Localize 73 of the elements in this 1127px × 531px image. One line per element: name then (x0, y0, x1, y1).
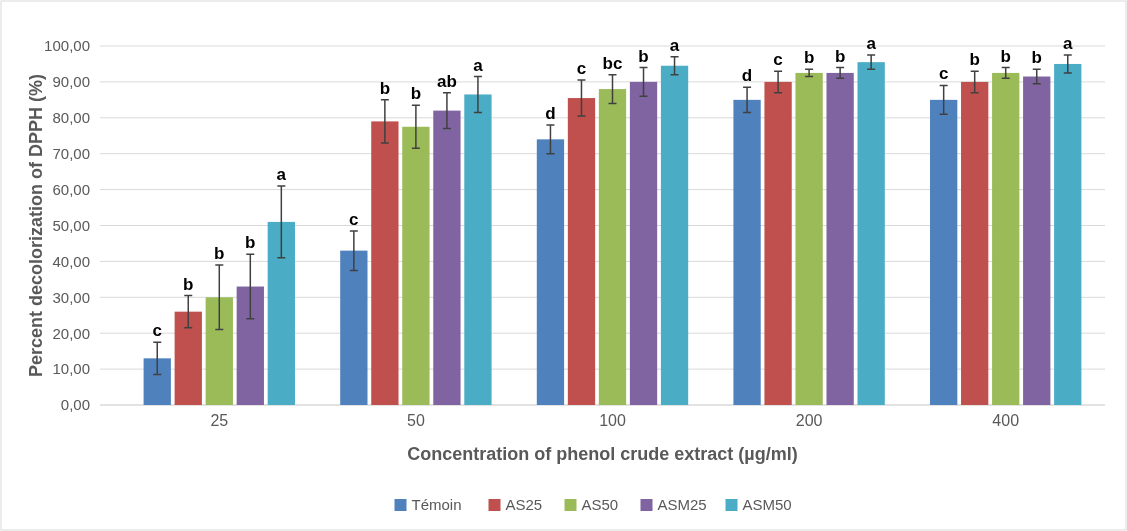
annotation: c (938, 64, 949, 84)
annotation: d (545, 103, 556, 123)
y-tick-label: 70,00 (52, 145, 90, 162)
bar (174, 311, 202, 405)
legend-label: ASM25 (657, 496, 707, 513)
y-tick-label: 50,00 (52, 216, 90, 234)
bar (205, 297, 233, 405)
annotation: d (741, 66, 753, 86)
bar (660, 65, 689, 405)
y-tick-label: 40,00 (52, 252, 90, 270)
legend-label: AS50 (581, 496, 619, 513)
annotation: a (866, 33, 877, 53)
bar (567, 98, 596, 405)
bar (340, 250, 368, 405)
y-tick-label: 100,00 (44, 37, 90, 55)
annotation: a (669, 35, 680, 55)
bar (1054, 63, 1082, 405)
legend-label: Témoin (411, 496, 462, 513)
annotation: ab (436, 71, 457, 91)
y-tick-label: 30,00 (52, 288, 90, 306)
x-axis-title: Concentration of phenol crude extract (µg/ml) (407, 444, 798, 464)
y-tick-label: 80,00 (52, 109, 90, 127)
y-tick-label: 0,00 (60, 396, 90, 414)
x-tick-label: 100 (599, 412, 626, 430)
legend-label: AS25 (505, 496, 543, 513)
y-tick-label: 90,00 (52, 73, 90, 91)
annotation: c (349, 209, 359, 229)
bar (826, 72, 854, 405)
annotation: b (969, 50, 980, 70)
annotation: c (576, 59, 587, 79)
y-tick-label: 60,00 (52, 180, 90, 198)
bar (402, 126, 430, 405)
annotation: b (1000, 46, 1011, 66)
bar (1023, 76, 1051, 405)
bar (992, 72, 1020, 405)
x-tick-label: 400 (992, 412, 1020, 430)
annotation: b (638, 46, 649, 66)
bar (857, 62, 885, 405)
x-tick-label: 25 (210, 412, 229, 430)
annotation: b (214, 243, 225, 263)
annotation: b (1031, 48, 1042, 68)
annotation: a (1063, 33, 1074, 53)
bar (598, 89, 627, 405)
annotation: c (152, 321, 162, 341)
bar (236, 286, 264, 405)
bar (930, 99, 958, 405)
annotation: b (183, 274, 194, 294)
annotation: a (276, 165, 287, 185)
y-tick-label: 10,00 (52, 360, 90, 378)
annotation: bc (602, 53, 623, 73)
annotation: b (803, 48, 815, 68)
bar (764, 81, 792, 405)
bar (267, 221, 295, 405)
annotation: b (245, 233, 256, 253)
annotation: b (410, 84, 422, 104)
x-tick-label: 200 (795, 412, 823, 430)
bar (536, 139, 565, 405)
bar (371, 121, 399, 405)
y-axis-title: Percent decolorization of DPPH (%) (26, 73, 46, 378)
annotation: b (834, 46, 846, 66)
y-tick-label: 20,00 (52, 324, 90, 342)
bar (733, 99, 761, 405)
bar (433, 110, 461, 405)
bar (464, 94, 492, 405)
annotation: b (379, 78, 391, 98)
x-tick-label: 50 (406, 412, 425, 430)
annotation: c (773, 50, 783, 70)
bar (143, 358, 171, 405)
bar (795, 72, 823, 405)
legend-label: ASM50 (742, 496, 792, 513)
annotation: a (473, 55, 484, 75)
bar (629, 81, 658, 405)
bar (961, 81, 989, 405)
